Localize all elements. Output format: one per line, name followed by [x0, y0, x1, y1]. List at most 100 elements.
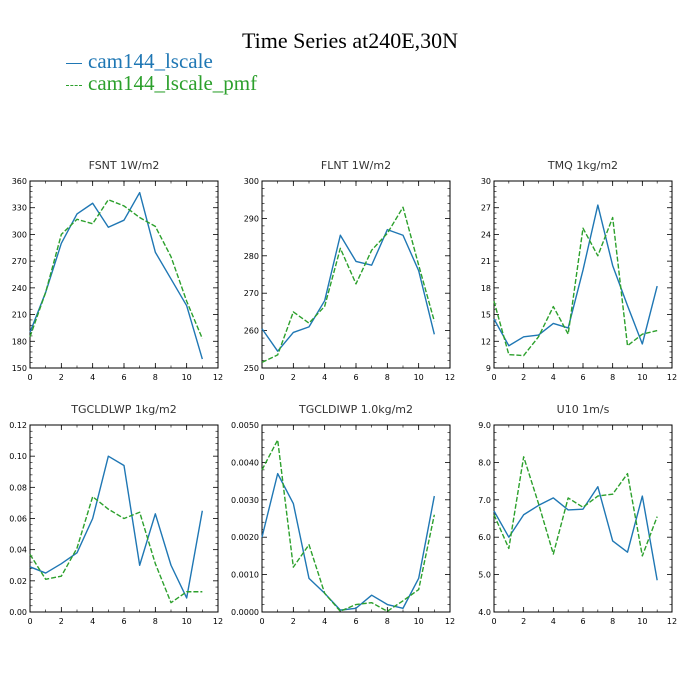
- legend-item-series-2: cam144_lscale_pmf: [66, 72, 257, 94]
- y-tick-label: 4.0: [478, 608, 491, 617]
- series-line-1: [261, 472, 436, 611]
- y-tick-label: 0.0030: [231, 496, 259, 505]
- x-tick-label: 10: [414, 617, 424, 626]
- x-tick-label: 4: [90, 617, 95, 626]
- panel-title: U10 1m/s: [557, 403, 610, 416]
- chart-panel-6: U10 1m/s 0 2 4 6 8 10 12 4.0 5.0 6.0 7.0 8.0 9.0: [478, 403, 677, 626]
- panel-title: TGCLDIWP 1.0kg/m2: [298, 403, 413, 416]
- y-tick-label: 0.02: [9, 577, 27, 586]
- y-tick-label: 210: [12, 311, 27, 320]
- x-tick-label: 4: [90, 373, 95, 382]
- x-tick-label: 10: [182, 617, 192, 626]
- y-tick-label: 21: [481, 257, 491, 266]
- series-line-1: [261, 228, 436, 352]
- y-tick-label: 12: [481, 337, 491, 346]
- x-tick-label: 10: [414, 373, 424, 382]
- series-line-2: [261, 206, 436, 364]
- y-tick-label: 280: [244, 252, 259, 261]
- series-line-2: [493, 216, 658, 357]
- chart-panel-2: FLNT 1W/m2 0 2 4 6 8 10 12 250 260 270 280 290 300: [244, 159, 455, 382]
- y-tick-label: 0.08: [9, 483, 27, 492]
- y-tick-label: 0.0050: [231, 421, 259, 430]
- series-line-1: [29, 455, 204, 599]
- chart-panel-5: TGCLDIWP 1.0kg/m2 0 2 4 6 8 10 12 0.0000 0.0010 0.…: [231, 403, 455, 626]
- y-tick-label: 0.0020: [231, 533, 259, 542]
- legend-label-series-2: cam144_lscale_pmf: [88, 71, 258, 95]
- x-tick-label: 2: [291, 617, 296, 626]
- y-tick-label: 330: [12, 204, 27, 213]
- x-tick-label: 12: [445, 617, 455, 626]
- x-tick-label: 6: [580, 617, 585, 626]
- x-tick-label: 0: [259, 373, 264, 382]
- x-tick-label: 0: [491, 617, 496, 626]
- y-tick-label: 300: [12, 230, 27, 239]
- series-line-2: [29, 198, 203, 339]
- x-tick-label: 12: [213, 617, 223, 626]
- x-tick-label: 4: [322, 617, 327, 626]
- legend-item-series-1: cam144_lscale: [66, 50, 257, 72]
- y-tick-label: 9: [486, 364, 491, 373]
- x-tick-label: 2: [521, 373, 526, 382]
- x-tick-label: 10: [637, 617, 647, 626]
- panel-title: TGCLDLWP 1kg/m2: [70, 403, 176, 416]
- y-tick-label: 0.0040: [231, 458, 259, 467]
- y-tick-label: 240: [12, 284, 27, 293]
- panel-title: FSNT 1W/m2: [89, 159, 160, 172]
- x-tick-label: 2: [59, 373, 64, 382]
- y-tick-label: 260: [244, 327, 259, 336]
- x-tick-label: 6: [353, 373, 358, 382]
- x-tick-label: 12: [213, 373, 223, 382]
- x-tick-label: 6: [353, 617, 358, 626]
- x-tick-label: 12: [667, 617, 677, 626]
- panel-frame: [29, 180, 219, 369]
- y-tick-label: 7.0: [478, 496, 491, 505]
- x-tick-label: 8: [385, 373, 390, 382]
- y-tick-label: 300: [244, 177, 259, 186]
- page-title: Time Series at240E,30N: [241, 28, 459, 53]
- y-tick-label: 6.0: [478, 533, 491, 542]
- panel-frame: [493, 180, 673, 369]
- y-tick-label: 24: [481, 230, 491, 239]
- x-tick-label: 10: [637, 373, 647, 382]
- x-tick-label: 10: [182, 373, 192, 382]
- x-tick-label: 6: [580, 373, 585, 382]
- y-tick-label: 290: [244, 214, 259, 223]
- y-tick-label: 270: [244, 289, 259, 298]
- y-tick-label: 250: [244, 364, 259, 373]
- legend-line-series-2: [66, 84, 82, 86]
- x-tick-label: 8: [610, 373, 615, 382]
- y-tick-label: 0.0000: [231, 608, 259, 617]
- series-line-2: [29, 495, 203, 604]
- chart-panel-4: TGCLDLWP 1kg/m2 0 2 4 6 8 10 12 0.00 0.02 0.04 0.06…: [9, 403, 223, 626]
- x-tick-label: 2: [291, 373, 296, 382]
- x-tick-label: 4: [322, 373, 327, 382]
- series-line-2: [493, 456, 658, 557]
- legend-label-series-1: cam144_lscale: [88, 49, 213, 73]
- x-tick-label: 2: [59, 617, 64, 626]
- legend-line-series-1: [66, 62, 82, 64]
- x-tick-label: 0: [27, 373, 32, 382]
- y-tick-label: 27: [481, 204, 491, 213]
- y-tick-label: 0.0010: [231, 571, 259, 580]
- y-tick-label: 0.04: [9, 546, 27, 555]
- y-tick-label: 0.00: [9, 608, 27, 617]
- x-tick-label: 6: [121, 617, 126, 626]
- x-tick-label: 8: [385, 617, 390, 626]
- x-tick-label: 8: [153, 373, 158, 382]
- x-tick-label: 8: [153, 617, 158, 626]
- y-tick-label: 150: [12, 364, 27, 373]
- y-tick-label: 8.0: [478, 458, 491, 467]
- panel-frame: [261, 424, 451, 613]
- x-tick-label: 8: [610, 617, 615, 626]
- y-tick-label: 9.0: [478, 421, 491, 430]
- y-tick-label: 0.12: [9, 421, 27, 430]
- y-tick-label: 18: [481, 284, 491, 293]
- x-tick-label: 12: [445, 373, 455, 382]
- x-tick-label: 0: [491, 373, 496, 382]
- y-tick-label: 180: [12, 337, 27, 346]
- panel-title: TMQ 1kg/m2: [547, 159, 618, 172]
- y-tick-label: 270: [12, 257, 27, 266]
- x-tick-label: 4: [551, 617, 556, 626]
- series-line-2: [261, 439, 436, 612]
